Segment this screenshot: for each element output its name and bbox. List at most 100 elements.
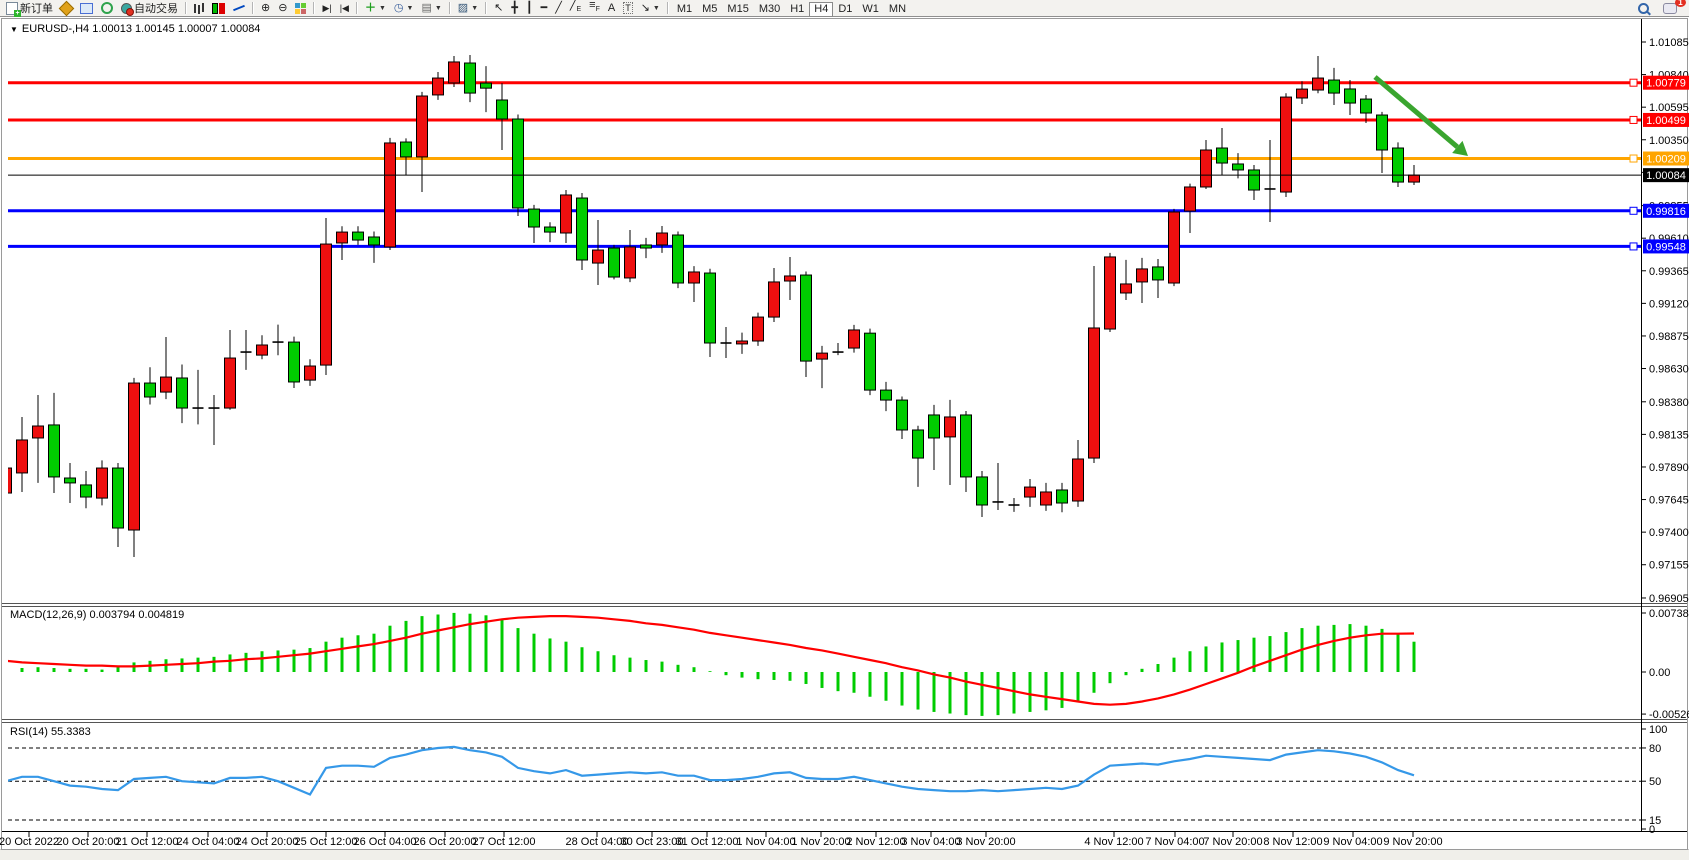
rsi-line [8, 745, 1415, 796]
auto-scroll-button[interactable]: ▶| [318, 1, 335, 16]
level-line-handle[interactable] [1629, 154, 1638, 163]
main-panel [8, 55, 1641, 558]
axis-label: 0.99365 [1649, 266, 1689, 278]
bull-candle [1168, 211, 1180, 284]
periods-button[interactable]: ◷ ▼ [390, 1, 418, 16]
new-order-label: 新订单 [20, 3, 53, 15]
bull-candle [1136, 268, 1148, 283]
indicators-button[interactable]: ＋ ▼ [361, 1, 390, 16]
bull-candle [8, 467, 12, 494]
axis-label: 27 Oct 12:00 [473, 836, 536, 848]
axis-label: 4 Nov 12:00 [1084, 836, 1143, 848]
axis-label: 0.00 [1649, 667, 1670, 679]
bar-chart-icon [194, 3, 196, 13]
level-line-handle[interactable] [1629, 242, 1638, 251]
axis-label: 1.00499 [1646, 115, 1686, 127]
timeframe-MN[interactable]: MN [884, 2, 911, 17]
bull-candle [592, 249, 604, 264]
timeframe-W1[interactable]: W1 [857, 2, 884, 17]
axis-label: 7 Nov 20:00 [1203, 836, 1262, 848]
trendline-tool-button[interactable]: ╱ [551, 1, 566, 16]
bear-candle [912, 429, 924, 459]
zoom-in-icon: ⊕ [261, 1, 271, 14]
axis-label: 7 Nov 04:00 [1145, 836, 1204, 848]
separator [485, 2, 488, 14]
arrow-objects-icon: ↘ [640, 1, 650, 14]
search-icon [1638, 2, 1651, 15]
market-watch-button[interactable] [76, 1, 97, 16]
new-order-button[interactable]: + 新订单 [2, 1, 57, 17]
chevron-down-icon: ▼ [434, 4, 442, 12]
chat-icon [1663, 2, 1677, 14]
horizontal-line-tool-button[interactable]: ━ [537, 1, 552, 16]
bull-candle [16, 439, 28, 474]
trendline-icon: ╱ [555, 1, 562, 14]
line-chart-button[interactable] [229, 1, 249, 16]
bear-candle [864, 332, 876, 391]
timeframe-M30[interactable]: M30 [754, 2, 785, 17]
new-order-icon: + [6, 1, 21, 17]
axis-label: 0.99548 [1646, 241, 1686, 253]
bull-candle [128, 382, 140, 531]
toolbar: + 新订单 自动交易 ⊕ ⊖ ▶| |◀ ＋ ▼ ◷ ▼ ▤ ▼ ▨ ▼ ↖ ╋ ┃ ━… [0, 0, 1689, 17]
bear-candle [80, 484, 92, 498]
zoom-out-button[interactable]: ⊖ [274, 1, 291, 16]
bull-candle [1040, 491, 1052, 506]
trend-arrow-annotation[interactable] [1373, 75, 1459, 149]
timeframe-D1[interactable]: D1 [833, 2, 857, 17]
text-tool-button[interactable]: A [604, 1, 619, 16]
vertical-line-tool-button[interactable]: ┃ [522, 1, 537, 16]
axis-label: 8 Nov 12:00 [1263, 836, 1322, 848]
axis-label: 80 [1649, 743, 1661, 755]
bear-candle [368, 236, 380, 246]
axis-label: 25 Oct 12:00 [295, 836, 358, 848]
quotes-button[interactable] [57, 0, 76, 16]
bull-candle [816, 352, 828, 360]
bear-candle [464, 62, 476, 94]
tile-windows-button[interactable] [291, 1, 310, 16]
timeframe-M5[interactable]: M5 [697, 2, 722, 17]
bull-candle [656, 232, 668, 246]
channel-tool-button[interactable]: ╱E [566, 0, 585, 16]
bear-candle [1232, 163, 1244, 171]
bull-candle [160, 376, 172, 393]
arrows-tool-button[interactable]: ↘ ▼ [637, 1, 664, 16]
bear-candle [528, 208, 540, 228]
templates-button[interactable]: ▤ ▼ [417, 1, 445, 16]
bar-chart-button[interactable] [190, 1, 208, 16]
bull-candle [848, 329, 860, 349]
signals-button[interactable] [97, 1, 117, 16]
bull-candle [224, 357, 236, 409]
bear-candle [480, 82, 492, 89]
axis-label: 0.97155 [1649, 560, 1689, 572]
timeframe-H1[interactable]: H1 [785, 2, 809, 17]
level-line-handle[interactable] [1629, 206, 1638, 215]
text-label-tool-button[interactable]: T [619, 1, 637, 16]
level-line-handle[interactable] [1629, 78, 1638, 87]
candlestick-chart-button[interactable] [208, 1, 229, 16]
zoom-in-button[interactable]: ⊕ [257, 1, 274, 16]
timeframe-H4[interactable]: H4 [809, 1, 834, 17]
crosshair-tool-button[interactable]: ╋ [507, 1, 522, 16]
cursor-tool-button[interactable]: ↖ [490, 1, 507, 16]
chart-shift-button[interactable]: |◀ [336, 1, 353, 16]
axis-label: 21 Oct 12:00 [116, 836, 179, 848]
axis-label: 0.99816 [1646, 206, 1686, 218]
price-level-badge [1643, 151, 1689, 166]
bull-candle [1120, 283, 1132, 294]
timeframe-M15[interactable]: M15 [722, 2, 753, 17]
level-lines-layer [8, 78, 1641, 251]
axis-label: 0.96905 [1649, 593, 1689, 605]
bear-candle [288, 341, 300, 383]
objects-list-button[interactable]: ▨ ▼ [454, 1, 482, 16]
timeframe-M1[interactable]: M1 [672, 2, 697, 17]
level-line-handle[interactable] [1629, 115, 1638, 124]
text-label-icon: T [623, 2, 633, 14]
autotrade-button[interactable]: 自动交易 [117, 1, 182, 16]
chat-button[interactable]: 1 [1659, 0, 1686, 16]
fibonacci-tool-button[interactable]: ≡F [585, 0, 604, 16]
search-button[interactable] [1634, 1, 1653, 16]
